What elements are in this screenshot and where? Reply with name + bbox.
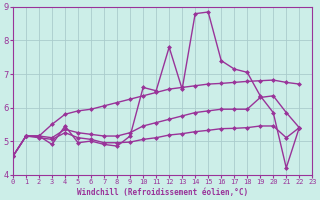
X-axis label: Windchill (Refroidissement éolien,°C): Windchill (Refroidissement éolien,°C) [77, 188, 248, 197]
